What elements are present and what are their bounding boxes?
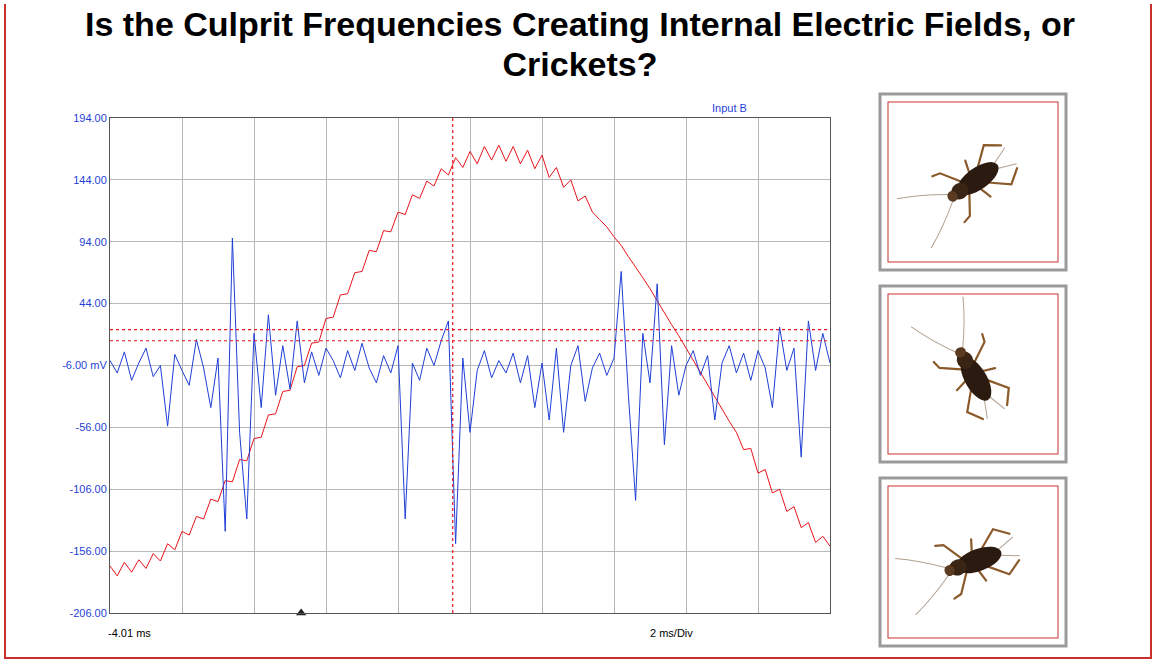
svg-text:-156.00: -156.00 [69, 545, 106, 557]
svg-text:2 ms/Div: 2 ms/Div [650, 627, 693, 639]
svg-text:Input B: Input B [712, 102, 747, 114]
svg-text:194.00: 194.00 [73, 112, 107, 124]
svg-text:-4.01 ms: -4.01 ms [108, 627, 151, 639]
svg-text:-106.00: -106.00 [69, 483, 106, 495]
svg-text:-206.00: -206.00 [69, 607, 106, 619]
svg-text:44.00: 44.00 [79, 297, 107, 309]
svg-text:94.00: 94.00 [79, 236, 107, 248]
svg-text:-6.00 mV: -6.00 mV [62, 359, 107, 371]
svg-text:144.00: 144.00 [73, 174, 107, 186]
svg-text:-56.00: -56.00 [76, 421, 107, 433]
html-text:Is the Culprit Frequencies Cre: Is the Culprit Frequencies Creating Inte… [85, 5, 1075, 83]
